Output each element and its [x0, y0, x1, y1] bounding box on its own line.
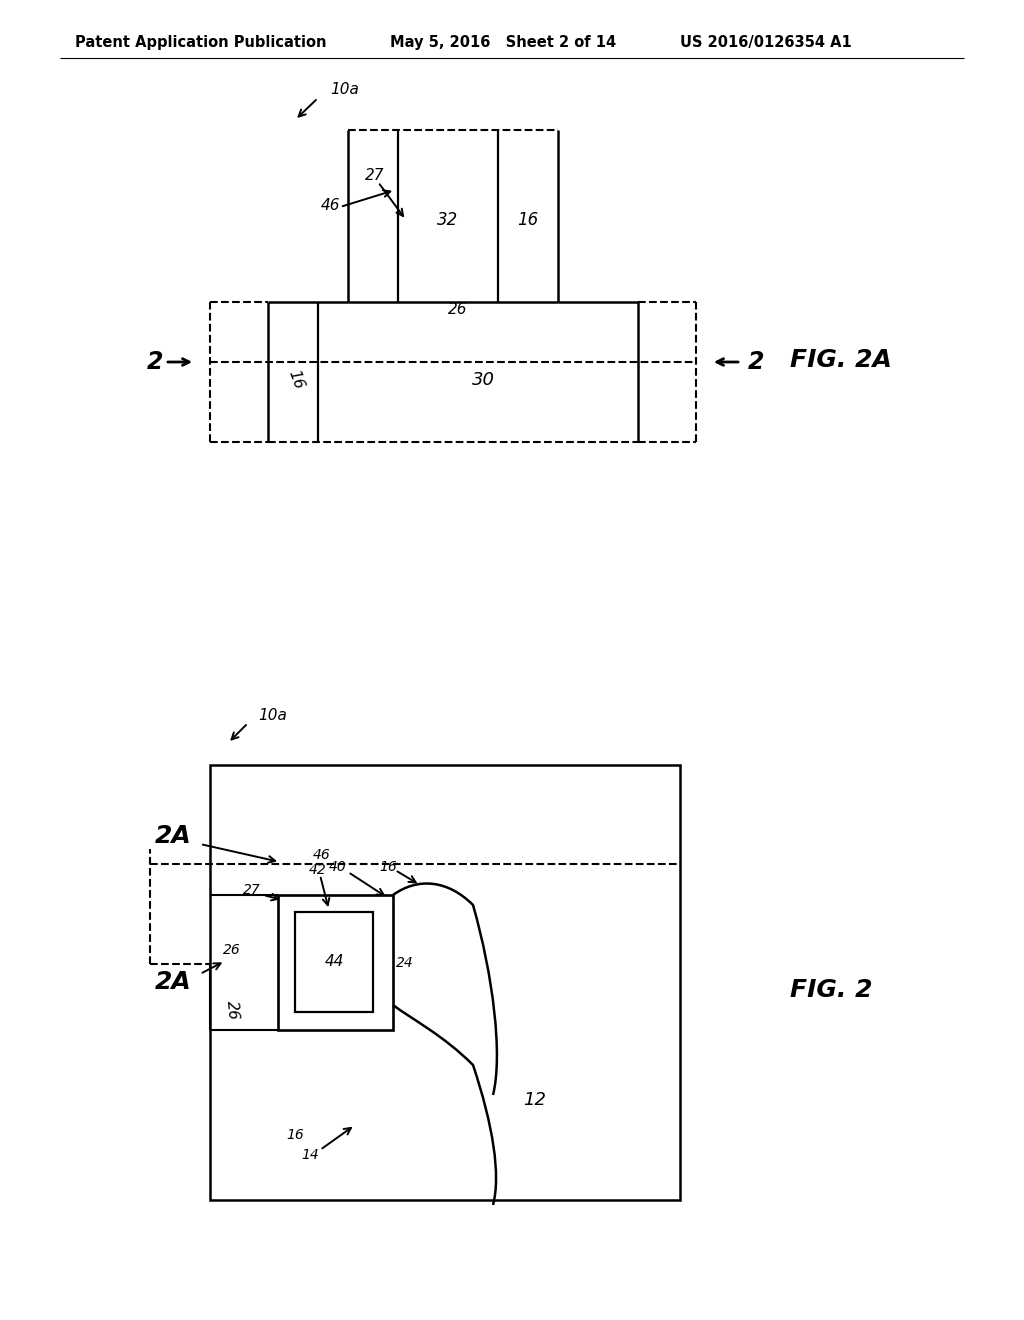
Text: May 5, 2016   Sheet 2 of 14: May 5, 2016 Sheet 2 of 14	[390, 34, 616, 49]
Text: 27: 27	[243, 883, 261, 898]
Text: 40: 40	[329, 861, 347, 874]
Text: 26: 26	[223, 942, 241, 957]
Text: 30: 30	[471, 371, 495, 389]
Text: 16: 16	[379, 861, 397, 874]
Text: 2A: 2A	[155, 970, 191, 994]
Text: 16: 16	[517, 211, 539, 228]
Text: 26: 26	[223, 999, 241, 1020]
Text: 26: 26	[449, 302, 468, 318]
Text: 14: 14	[301, 1148, 318, 1162]
Text: 2: 2	[748, 350, 764, 374]
Text: Patent Application Publication: Patent Application Publication	[75, 34, 327, 49]
Text: 12: 12	[523, 1092, 547, 1109]
Text: FIG. 2A: FIG. 2A	[790, 348, 892, 372]
Text: 32: 32	[437, 211, 459, 228]
Text: 42: 42	[309, 863, 327, 876]
Text: 16: 16	[286, 368, 306, 392]
Text: 46: 46	[321, 198, 340, 213]
Text: 46: 46	[313, 847, 331, 862]
Text: 24: 24	[396, 956, 414, 970]
Text: 10a: 10a	[330, 82, 358, 98]
Text: US 2016/0126354 A1: US 2016/0126354 A1	[680, 34, 852, 49]
Text: 2: 2	[146, 350, 163, 374]
Text: FIG. 2: FIG. 2	[790, 978, 872, 1002]
Text: 2A: 2A	[155, 824, 191, 847]
Text: 27: 27	[366, 168, 385, 182]
Bar	[210, 766, 680, 1200]
Text: 16: 16	[286, 1129, 304, 1142]
Bar	[278, 895, 393, 1030]
Bar	[295, 912, 373, 1012]
Text: 10a: 10a	[258, 708, 287, 722]
Text: 44: 44	[325, 954, 344, 969]
